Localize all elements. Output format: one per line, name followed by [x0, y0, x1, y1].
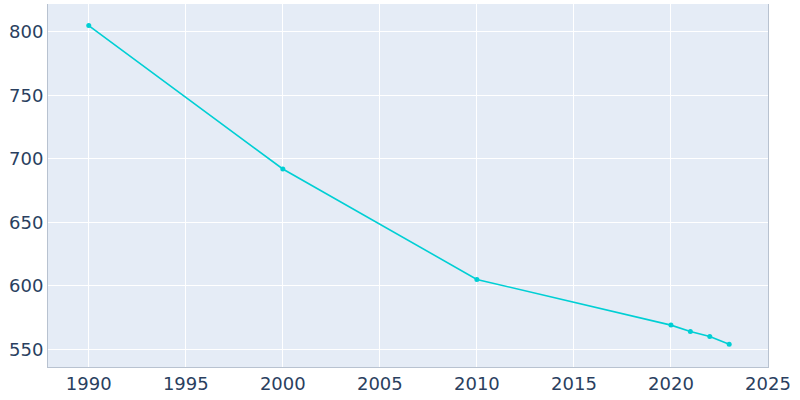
svg-text:600: 600: [9, 275, 43, 296]
svg-text:1995: 1995: [163, 373, 209, 394]
svg-text:700: 700: [9, 148, 43, 169]
svg-text:800: 800: [9, 21, 43, 42]
svg-text:2005: 2005: [357, 373, 403, 394]
svg-text:750: 750: [9, 85, 43, 106]
svg-text:2010: 2010: [454, 373, 500, 394]
svg-text:2025: 2025: [745, 373, 791, 394]
svg-text:650: 650: [9, 212, 43, 233]
svg-text:2000: 2000: [260, 373, 306, 394]
svg-text:2020: 2020: [648, 373, 694, 394]
svg-text:1990: 1990: [66, 373, 112, 394]
svg-text:2015: 2015: [551, 373, 597, 394]
svg-text:550: 550: [9, 339, 43, 360]
